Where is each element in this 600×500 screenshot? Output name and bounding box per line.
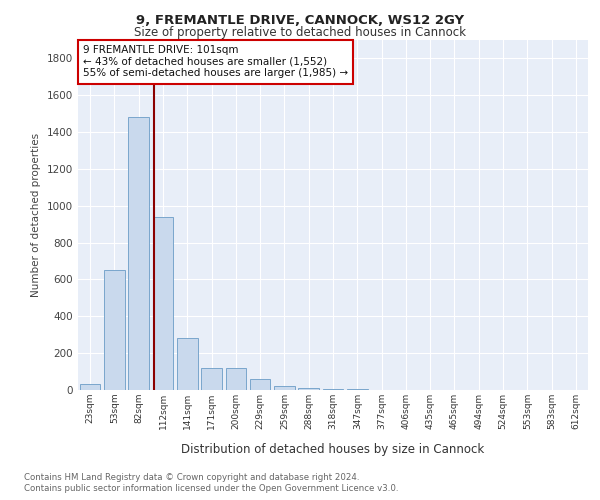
Bar	[323, 389, 343, 390]
Bar	[274, 386, 295, 390]
Y-axis label: Number of detached properties: Number of detached properties	[31, 133, 41, 297]
Text: Contains public sector information licensed under the Open Government Licence v3: Contains public sector information licen…	[24, 484, 398, 493]
Bar	[152, 217, 173, 390]
Bar	[250, 379, 271, 390]
Text: Size of property relative to detached houses in Cannock: Size of property relative to detached ho…	[134, 26, 466, 39]
Bar	[80, 384, 100, 390]
Bar	[298, 388, 319, 390]
Bar	[201, 368, 222, 390]
Bar	[104, 270, 125, 390]
Bar	[177, 338, 197, 390]
Bar	[128, 118, 149, 390]
Text: Contains HM Land Registry data © Crown copyright and database right 2024.: Contains HM Land Registry data © Crown c…	[24, 472, 359, 482]
Text: 9 FREMANTLE DRIVE: 101sqm
← 43% of detached houses are smaller (1,552)
55% of se: 9 FREMANTLE DRIVE: 101sqm ← 43% of detac…	[83, 46, 348, 78]
Text: Distribution of detached houses by size in Cannock: Distribution of detached houses by size …	[181, 442, 485, 456]
Bar	[226, 368, 246, 390]
Text: 9, FREMANTLE DRIVE, CANNOCK, WS12 2GY: 9, FREMANTLE DRIVE, CANNOCK, WS12 2GY	[136, 14, 464, 27]
Bar	[347, 389, 368, 390]
